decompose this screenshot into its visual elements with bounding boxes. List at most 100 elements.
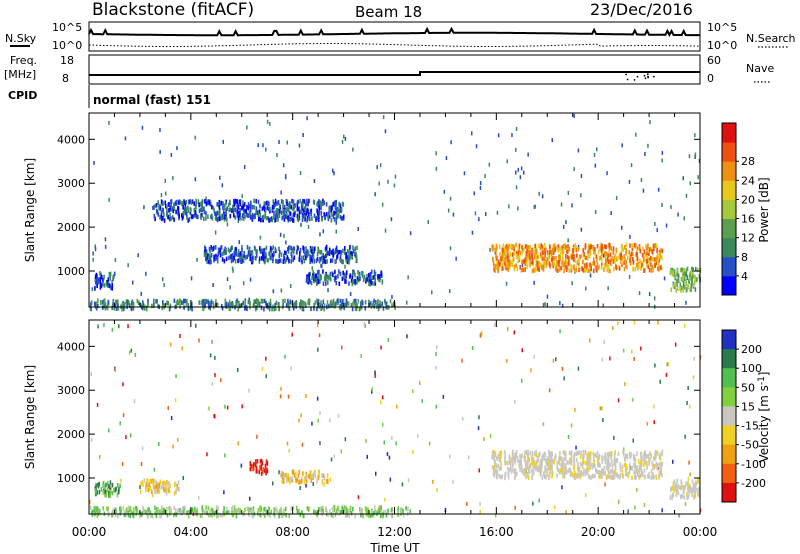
echo-mark [185,302,188,308]
echo-mark [167,214,170,220]
echo-mark [508,243,510,249]
echo-mark [569,468,571,473]
echo-mark [583,454,585,459]
echo-mark [147,302,149,308]
echo-mark [296,206,299,211]
echo-mark [534,450,537,456]
echo-mark [575,267,577,273]
speckle-mark [374,370,376,375]
speckle-mark [659,379,661,384]
echo-mark [565,254,567,259]
echo-mark [367,278,370,283]
echo-mark [636,249,638,255]
echo-mark [221,251,224,257]
echo-mark [270,255,272,260]
speckle-mark [213,414,215,418]
echo-mark [369,301,372,306]
speckle-mark [435,365,437,370]
echo-mark [625,242,628,248]
echo-mark [323,212,325,217]
speckle-mark [357,227,359,231]
echo-mark [246,306,248,312]
echo-mark [313,509,316,515]
echo-mark [497,463,500,469]
echo-mark [107,282,109,288]
echo-mark [502,247,504,253]
speckle-mark [621,225,623,230]
echo-mark [646,263,648,268]
speckle-mark [653,404,655,409]
echo-mark [537,455,539,460]
echo-mark [306,207,309,213]
echo-mark [163,480,166,485]
echo-mark [184,206,186,211]
echo-mark [304,202,307,208]
echo-mark [95,483,97,488]
echo-mark [255,462,257,468]
echo-mark [262,256,265,262]
echo-mark [163,486,165,492]
speckle-mark [374,192,376,197]
echo-mark [573,464,575,470]
echo-mark [218,250,220,255]
echo-mark [346,509,348,514]
speckle-mark [538,498,540,503]
echo-mark [675,489,678,495]
echo-mark [103,303,106,309]
echo-mark [215,299,217,304]
echo-mark [310,474,312,480]
echo-mark [646,251,648,256]
echo-mark [580,470,583,475]
echo-mark [592,473,595,479]
echo-mark [345,270,348,275]
echo-mark [326,259,328,264]
echo-mark [637,263,640,268]
echo-mark [504,245,507,250]
echo-mark [139,513,141,519]
echo-mark [550,257,553,263]
echo-mark [121,302,124,307]
echo-mark [513,470,516,475]
echo-mark [164,200,166,205]
speckle-mark [435,404,438,409]
echo-mark [273,210,275,216]
echo-mark [100,487,103,492]
echo-mark [508,456,511,462]
echo-mark [187,218,189,223]
echo-mark [188,217,191,222]
speckle-mark [311,266,313,271]
echo-mark [101,274,103,280]
echo-mark [232,509,235,514]
echo-mark [283,253,285,258]
echo-mark [246,245,249,250]
echo-mark [546,456,549,461]
echo-mark [236,204,238,210]
echo-mark [282,200,284,205]
echo-mark [275,258,277,264]
echo-mark [234,259,237,264]
echo-mark [135,511,138,516]
echo-mark [318,277,320,282]
echo-mark [571,472,573,477]
echo-mark [655,461,658,466]
speckle-mark [519,175,522,180]
echo-mark [620,260,623,265]
echo-mark [322,198,324,204]
echo-mark [379,303,382,309]
echo-mark [633,470,635,475]
echo-mark [626,454,628,460]
echo-mark [405,506,407,511]
echo-mark [238,213,241,218]
speckle-mark [617,321,619,326]
echo-mark [532,468,535,473]
speckle-mark [335,229,337,234]
echo-mark [403,513,405,518]
echo-mark [323,255,325,261]
echo-mark [286,247,289,252]
echo-mark [527,456,529,462]
echo-mark [679,485,681,490]
speckle-mark [521,263,524,268]
echo-mark [526,244,528,250]
echo-mark [317,248,320,254]
echo-mark [655,260,658,266]
